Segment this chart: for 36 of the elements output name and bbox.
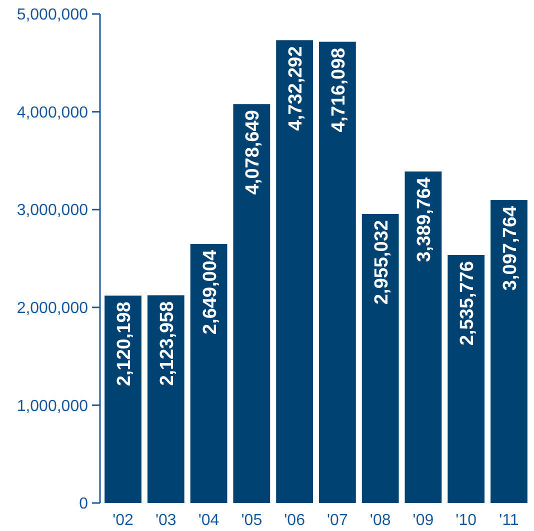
bar	[190, 244, 228, 503]
bar	[104, 296, 142, 503]
data-label: 2,120,198	[114, 302, 136, 386]
y-tick-label: 0	[79, 496, 88, 513]
x-tick-label: '04	[198, 512, 220, 529]
bar	[404, 171, 442, 503]
data-label: 4,732,292	[286, 46, 307, 131]
data-label: 4,078,649	[242, 110, 264, 195]
x-tick-label: '07	[327, 512, 348, 529]
y-tick-label: 2,000,000	[16, 300, 88, 317]
bar	[490, 200, 528, 503]
data-label: 2,955,032	[371, 220, 392, 305]
bar	[448, 255, 485, 503]
y-tick-label: 5,000,000	[16, 6, 88, 24]
data-label: 2,649,004	[200, 250, 221, 334]
bar	[276, 40, 313, 503]
y-tick-label: 3,000,000	[16, 202, 88, 220]
x-tick-label: '06	[284, 512, 306, 529]
bar	[147, 295, 184, 503]
x-tick-label: '02	[112, 512, 134, 529]
bar	[362, 214, 399, 503]
data-label: 3,097,764	[500, 206, 521, 291]
x-tick-label: '09	[412, 512, 434, 529]
data-label: 3,389,764	[414, 177, 436, 262]
bar	[233, 104, 270, 503]
y-tick-label: 1,000,000	[16, 398, 88, 415]
bar	[319, 42, 356, 503]
data-label: 4,716,098	[328, 48, 350, 132]
y-tick-label: 4,000,000	[16, 104, 88, 122]
x-tick-label: '10	[456, 512, 477, 529]
x-tick-label: '11	[499, 512, 519, 529]
x-tick-label: '05	[241, 512, 262, 529]
x-tick-label: '03	[155, 512, 176, 529]
data-label: 2,535,776	[457, 261, 478, 346]
x-tick-label: '08	[370, 512, 391, 529]
data-label: 2,123,958	[156, 301, 178, 386]
